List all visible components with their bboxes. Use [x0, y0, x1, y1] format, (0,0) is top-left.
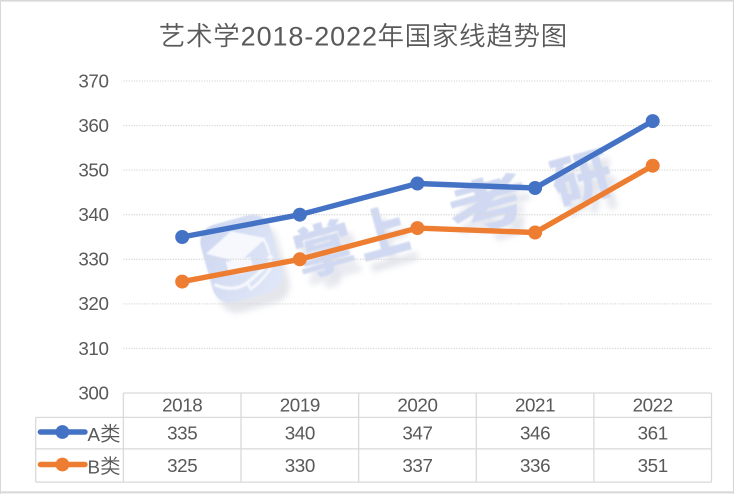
- svg-text:2021: 2021: [515, 395, 555, 416]
- svg-text:340: 340: [285, 423, 315, 444]
- svg-text:300: 300: [78, 382, 108, 403]
- svg-text:2020: 2020: [397, 395, 437, 416]
- svg-text:336: 336: [520, 455, 550, 476]
- svg-text:340: 340: [78, 204, 108, 225]
- svg-text:346: 346: [520, 423, 550, 444]
- svg-text:325: 325: [167, 455, 197, 476]
- svg-text:351: 351: [638, 455, 668, 476]
- svg-text:335: 335: [167, 423, 197, 444]
- svg-text:B: B: [88, 456, 101, 477]
- svg-text:A: A: [88, 424, 101, 445]
- svg-text:2019: 2019: [280, 395, 320, 416]
- svg-text:330: 330: [285, 455, 315, 476]
- svg-text:360: 360: [78, 115, 108, 136]
- svg-text:320: 320: [78, 293, 108, 314]
- svg-text:350: 350: [78, 160, 108, 181]
- svg-text:347: 347: [402, 423, 432, 444]
- svg-text:310: 310: [78, 338, 108, 359]
- svg-text:330: 330: [78, 249, 108, 270]
- svg-text:337: 337: [402, 455, 432, 476]
- svg-text:361: 361: [638, 423, 668, 444]
- svg-text:2022: 2022: [633, 395, 673, 416]
- svg-text:2018: 2018: [162, 395, 202, 416]
- svg-text:2018-2022: 2018-2022: [241, 21, 378, 51]
- svg-text:370: 370: [78, 70, 108, 91]
